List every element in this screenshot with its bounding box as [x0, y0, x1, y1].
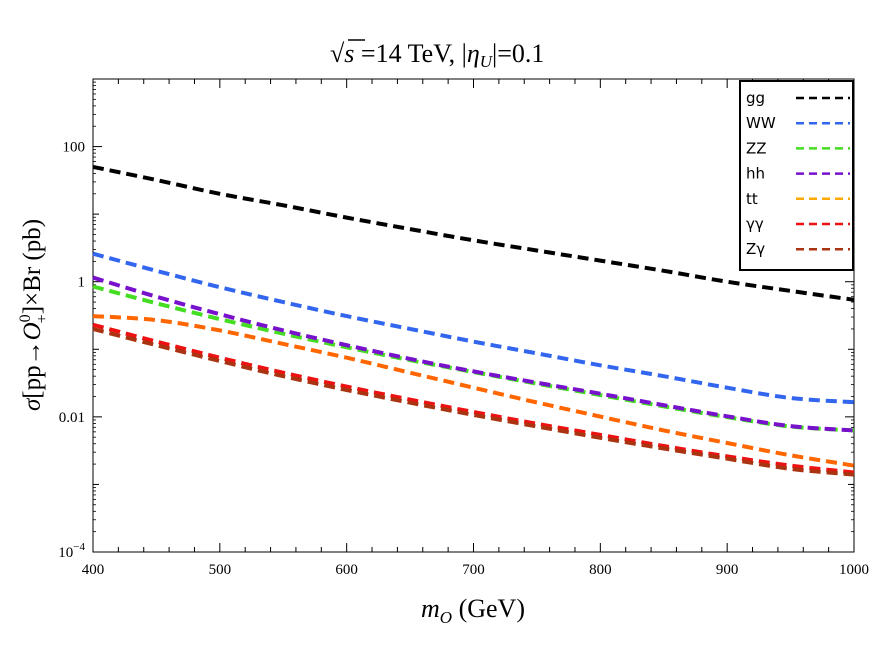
- title-sqrt: √: [330, 39, 345, 68]
- ylabel-post: ]×Br (pb): [19, 219, 46, 314]
- series-line-WW: [92, 251, 855, 405]
- axis-tick-labels: 400 500 600 700 800 900 1000 10−4 0.01 1 100: [58, 140, 869, 578]
- x-tick-label: 400: [82, 562, 105, 578]
- svg-text:√s =14 TeV, |ηU|=0.1: √s =14 TeV, |ηU|=0.1: [330, 39, 544, 71]
- chart-title: √s =14 TeV, |ηU|=0.1: [330, 39, 544, 71]
- title-eta-sub: U: [480, 52, 494, 71]
- series-line-tt-orange: [92, 314, 855, 468]
- y-tick-label: 0.01: [59, 410, 85, 426]
- y-tick-label: 100: [63, 140, 86, 156]
- x-tick-label: 900: [716, 562, 739, 578]
- xlabel-m-sub: O: [440, 608, 452, 627]
- ylabel-pre: [pp→: [19, 340, 46, 398]
- y-tick-label: 1: [78, 275, 86, 291]
- legend-label: WW: [746, 114, 776, 132]
- title-eta: η: [467, 39, 480, 68]
- ylabel-O-sup: 0: [17, 314, 34, 322]
- y-tick-label: 10−4: [58, 541, 85, 561]
- series-line-γγ: [92, 322, 855, 475]
- title-energy: =14 TeV, |: [354, 39, 466, 68]
- x-tick-label: 600: [335, 562, 358, 578]
- title-eta-val: |=0.1: [492, 39, 544, 68]
- data-curves: [92, 164, 855, 477]
- series-line-gg: [92, 164, 855, 302]
- legend-label: ZZ: [746, 139, 767, 157]
- series-line-Zγ: [92, 326, 855, 477]
- x-tick-label: 500: [209, 562, 232, 578]
- series-line-ZZ: [92, 284, 855, 433]
- svg-text:mO (GeV): mO (GeV): [421, 594, 525, 627]
- legend-box: [739, 80, 854, 271]
- legend-label: γγ: [746, 215, 764, 233]
- legend: gg WW ZZ hh tt γγ Zγ: [739, 80, 854, 271]
- x-tick-label: 700: [462, 562, 485, 578]
- xlabel-m: m: [421, 594, 440, 623]
- ylabel-O: O: [19, 322, 46, 340]
- x-tick-label: 1000: [839, 562, 869, 578]
- legend-label: Zγ: [746, 240, 765, 258]
- title-s: s: [344, 39, 354, 68]
- series-line-hh: [92, 275, 855, 433]
- ylabel-O-sub: +: [34, 314, 51, 323]
- xlabel-unit: (GeV): [452, 594, 525, 623]
- y-axis-label: σ[pp→O0+]×Br (pb): [17, 219, 51, 411]
- legend-label: gg: [746, 89, 765, 107]
- legend-label: hh: [746, 165, 765, 183]
- svg-text:σ[pp→O0+]×Br (pb): σ[pp→O0+]×Br (pb): [17, 219, 51, 411]
- x-axis-label: mO (GeV): [421, 594, 525, 627]
- legend-label: tt: [746, 190, 758, 208]
- x-tick-label: 800: [589, 562, 612, 578]
- ylabel-sigma: σ: [19, 397, 46, 411]
